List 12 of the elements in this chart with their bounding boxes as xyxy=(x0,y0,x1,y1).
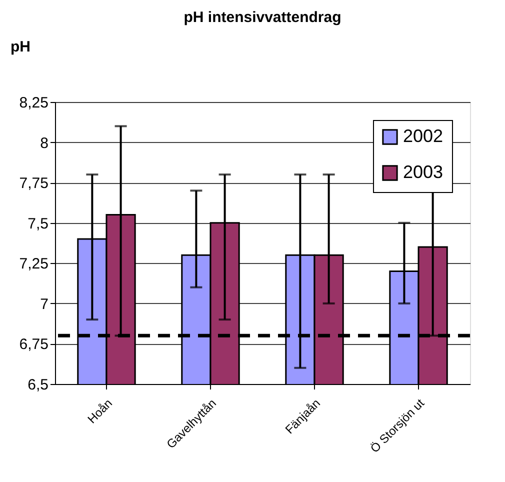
y-tick-label: 6,5 xyxy=(28,376,48,394)
y-tick-label: 6,75 xyxy=(19,336,48,354)
y-tick-label: 8 xyxy=(40,134,48,152)
y-tick-label: 8,25 xyxy=(19,94,48,112)
chart-title: pH intensivvattendrag xyxy=(184,9,342,26)
legend-label: 2003 xyxy=(403,162,444,182)
y-tick-label: 7 xyxy=(40,296,48,313)
y-tick-label: 7,75 xyxy=(19,175,48,192)
legend-label: 2002 xyxy=(403,126,444,146)
y-axis-title: pH xyxy=(10,38,30,56)
y-tick-label: 7,5 xyxy=(28,215,48,232)
y-tick-label: 7,25 xyxy=(19,256,48,273)
